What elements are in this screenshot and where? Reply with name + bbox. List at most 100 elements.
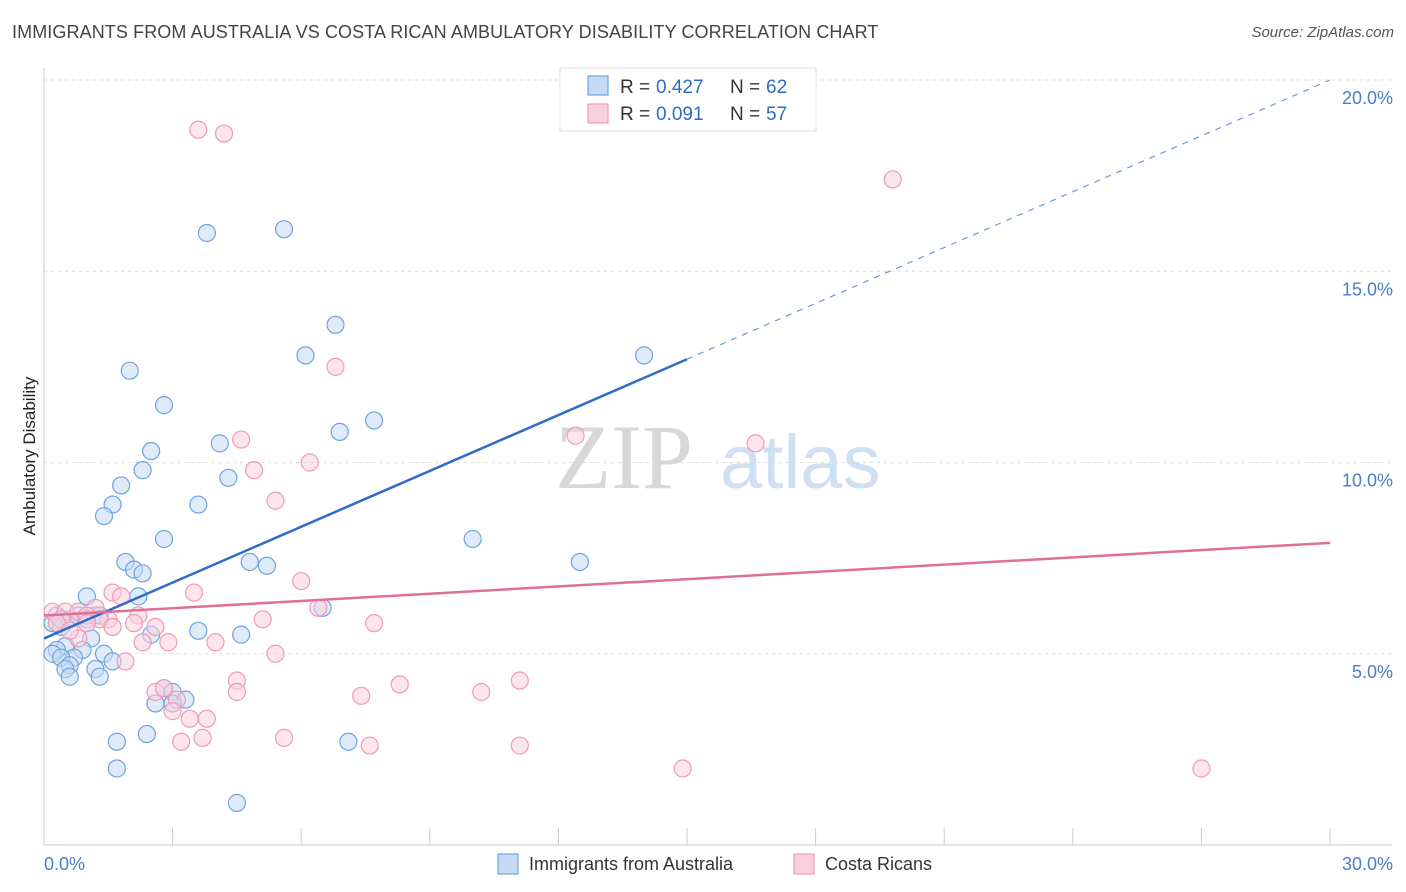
costa-rica-point-49 bbox=[510, 736, 529, 755]
costa-rica-point-10 bbox=[292, 571, 311, 591]
costa-rica-point-38 bbox=[227, 682, 246, 702]
stats-legend-swatch-0 bbox=[587, 75, 609, 96]
australia-point-3 bbox=[296, 346, 315, 365]
australia-point-21 bbox=[240, 552, 259, 572]
costa-rica-point-51 bbox=[1192, 759, 1211, 778]
australia-point-2 bbox=[326, 315, 345, 334]
legend-swatch-costa-rica bbox=[793, 853, 815, 875]
costa-rica-point-44 bbox=[197, 709, 216, 728]
stats-r-label-1: R = bbox=[620, 104, 655, 125]
australia-point-18 bbox=[463, 529, 482, 549]
costa-rica-point-23 bbox=[253, 610, 272, 629]
australia-point-58 bbox=[107, 732, 126, 751]
y-tick-label-1: 10.0% bbox=[1342, 471, 1393, 491]
costa-rica-point-21 bbox=[309, 598, 328, 617]
data-points bbox=[43, 120, 1211, 813]
stats-legend-swatch-1 bbox=[587, 103, 609, 124]
costa-rica-point-48 bbox=[360, 736, 379, 755]
y-tick-label-2: 15.0% bbox=[1342, 279, 1393, 299]
australia-point-8 bbox=[364, 411, 384, 430]
costa-rica-point-0 bbox=[189, 120, 208, 139]
x-tick-label-min: 0.0% bbox=[44, 854, 85, 874]
series-legend: Immigrants from Australia Costa Ricans bbox=[497, 853, 932, 875]
australia-point-4 bbox=[120, 361, 139, 380]
costa-rica-point-31 bbox=[206, 633, 225, 652]
costa-rica-point-8 bbox=[244, 461, 264, 480]
stats-n-label-1: N = bbox=[730, 104, 765, 125]
costa-rica-point-45 bbox=[193, 728, 212, 748]
stats-n-value-0: 62 bbox=[766, 77, 787, 98]
costa-rica-point-47 bbox=[172, 732, 191, 751]
australia-point-11 bbox=[133, 461, 152, 480]
australia-trend-extension bbox=[686, 79, 1331, 360]
costa-rica-point-3 bbox=[326, 357, 345, 376]
costa-rica-point-11 bbox=[184, 583, 204, 602]
australia-point-62 bbox=[227, 793, 246, 813]
costa-rica-point-29 bbox=[133, 633, 152, 652]
axes bbox=[43, 68, 1392, 846]
costa-rica-point-40 bbox=[352, 686, 371, 705]
x-tick-label-max: 30.0% bbox=[1342, 854, 1393, 874]
australia-point-7 bbox=[330, 422, 349, 441]
australia-point-61 bbox=[107, 759, 126, 778]
costa-rica-point-32 bbox=[266, 644, 285, 663]
australia-point-12 bbox=[219, 468, 238, 487]
stats-r-value-0: 0.427 bbox=[656, 77, 704, 98]
costa-rica-point-1 bbox=[214, 124, 234, 143]
stats-r-value-1: 0.091 bbox=[656, 104, 704, 125]
legend-label-australia: Immigrants from Australia bbox=[529, 854, 734, 874]
costa-rica-point-50 bbox=[673, 759, 692, 778]
australia-point-22 bbox=[257, 556, 277, 575]
australia-point-37 bbox=[232, 625, 251, 644]
costa-rica-point-6 bbox=[746, 434, 765, 453]
australia-point-0 bbox=[197, 223, 216, 243]
australia-point-9 bbox=[142, 441, 161, 461]
costa-rica-point-27 bbox=[103, 617, 122, 637]
australia-point-24 bbox=[133, 564, 152, 583]
costa-rica-point-30 bbox=[159, 633, 178, 652]
australia-point-19 bbox=[570, 552, 589, 572]
costa-rica-point-33 bbox=[116, 652, 135, 671]
y-axis-label: Ambulatory Disability bbox=[20, 376, 39, 535]
australia-trend-line bbox=[43, 358, 688, 640]
australia-point-5 bbox=[635, 346, 654, 365]
costa-rica-point-26 bbox=[146, 617, 165, 637]
costa-rica-point-35 bbox=[510, 671, 529, 690]
australia-point-52 bbox=[90, 667, 109, 686]
australia-point-1 bbox=[274, 220, 294, 239]
stats-n-value-1: 57 bbox=[766, 104, 787, 125]
chart-title: IMMIGRANTS FROM AUSTRALIA VS COSTA RICAN… bbox=[12, 22, 879, 42]
watermark-atlas: atlas bbox=[720, 420, 881, 505]
costa-rica-point-25 bbox=[124, 614, 144, 633]
y-tick-labels: 5.0% 10.0% 15.0% 20.0% bbox=[1342, 88, 1393, 682]
australia-point-16 bbox=[94, 506, 114, 526]
australia-point-10 bbox=[210, 434, 229, 453]
watermark: ZIP atlas bbox=[555, 406, 881, 508]
australia-point-60 bbox=[339, 732, 358, 751]
costa-rica-point-2 bbox=[883, 170, 902, 189]
y-tick-label-0: 5.0% bbox=[1352, 662, 1393, 682]
legend-label-costa-rica: Costa Ricans bbox=[825, 854, 932, 874]
stats-r-label-0: R = bbox=[620, 77, 655, 98]
costa-rica-point-9 bbox=[266, 491, 285, 510]
watermark-zip: ZIP bbox=[555, 406, 693, 508]
australia-point-15 bbox=[189, 495, 208, 514]
australia-point-6 bbox=[154, 396, 174, 415]
chart-source: Source: ZipAtlas.com bbox=[1251, 24, 1394, 41]
costa-rica-point-46 bbox=[274, 728, 294, 748]
costa-rica-point-39 bbox=[472, 682, 491, 702]
costa-rica-point-43 bbox=[180, 709, 199, 728]
costa-rica-point-7 bbox=[300, 453, 319, 472]
australia-point-51 bbox=[60, 667, 79, 686]
stats-n-label-0: N = bbox=[730, 77, 765, 98]
trend-lines bbox=[43, 79, 1331, 640]
costa-rica-point-4 bbox=[232, 430, 251, 449]
australia-point-13 bbox=[112, 476, 131, 495]
costa-rica-point-24 bbox=[364, 614, 384, 633]
costa-rica-point-5 bbox=[566, 426, 585, 445]
legend-swatch-australia bbox=[497, 853, 519, 875]
costa-rica-trend-line bbox=[43, 541, 1331, 617]
x-ticks bbox=[43, 828, 1331, 845]
stats-legend: R = 0.427 N = 62 R = 0.091 N = 57 bbox=[559, 67, 817, 132]
